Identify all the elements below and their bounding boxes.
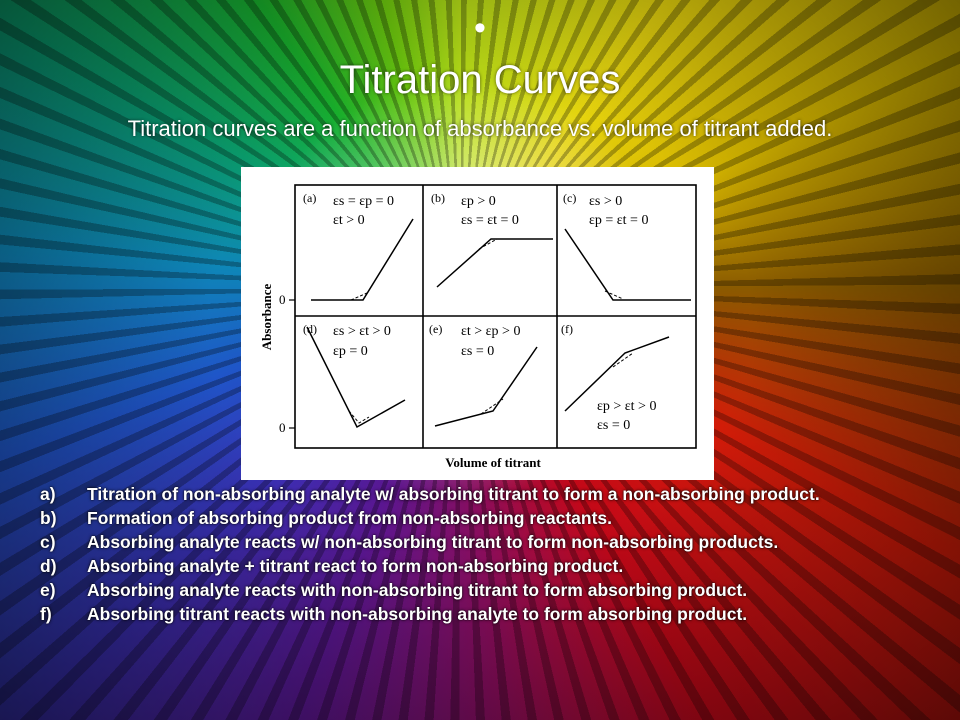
panel-a-curve — [311, 218, 414, 301]
caption-marker: b) — [40, 508, 57, 528]
panel-b-condition-1: εp > 0 — [461, 194, 496, 209]
caption-text: Absorbing analyte + titrant react to for… — [87, 556, 624, 576]
panel-e-curve — [434, 346, 538, 427]
panel-b-endpoint — [478, 238, 498, 250]
caption-marker: f) — [40, 604, 52, 624]
caption-marker: c) — [40, 532, 56, 552]
panel-e: (e) εt > εp > 0 εs = 0 — [429, 322, 538, 427]
y-axis-label: Absorbance — [259, 284, 274, 351]
panel-c-condition-2: εp = εt = 0 — [589, 213, 648, 228]
panel-b-tag: (b) — [431, 191, 445, 205]
caption-marker: d) — [40, 556, 57, 576]
panel-e-condition-2: εs = 0 — [461, 344, 494, 359]
panel-c-curve — [564, 228, 691, 301]
caption-text: Absorbing analyte reacts with non-absorb… — [87, 580, 748, 600]
panel-f-endpoint — [612, 352, 634, 368]
panel-f-curve — [564, 336, 670, 412]
panel-c-tag: (c) — [563, 191, 576, 205]
panel-a-endpoint — [350, 292, 368, 301]
titration-curves-diagram: Absorbance Volume of titrant 0 0 (a) εs … — [259, 184, 697, 470]
zero-label-bottom: 0 — [279, 420, 286, 435]
panel-f: (f) εp > εt > 0 εs = 0 — [561, 322, 670, 433]
caption-text: Absorbing titrant reacts with non-absorb… — [87, 604, 748, 624]
panel-a-condition-1: εs = εp = 0 — [333, 194, 394, 209]
caption-item: f) Absorbing titrant reacts with non-abso… — [40, 602, 940, 626]
x-axis-label: Volume of titrant — [445, 455, 541, 470]
caption-item: c) Absorbing analyte reacts w/ non-absorb… — [40, 530, 940, 554]
caption-marker: a) — [40, 484, 56, 504]
caption-item: d) Absorbing analyte + titrant react to f… — [40, 554, 940, 578]
caption-item: e) Absorbing analyte reacts with non-abso… — [40, 578, 940, 602]
slide-subtitle: Titration curves are a function of absor… — [127, 116, 833, 141]
panel-c-condition-1: εs > 0 — [589, 194, 622, 209]
panel-d-tag: (d) — [303, 322, 317, 336]
panel-c: (c) εs > 0 εp = εt = 0 — [563, 191, 691, 301]
title-bullet: • — [474, 9, 486, 47]
caption-item: a) Titration of non-absorbing analyte w/ … — [40, 482, 940, 506]
caption-text: Absorbing analyte reacts w/ non-absorbin… — [87, 532, 779, 552]
slide-title: Titration Curves — [339, 58, 621, 102]
panel-b-curve — [436, 238, 553, 288]
panel-b: (b) εp > 0 εs = εt = 0 — [431, 191, 553, 288]
panel-d: (d) εs > εt > 0 εp = 0 — [303, 322, 406, 429]
titration-curves-figure: Absorbance Volume of titrant 0 0 (a) εs … — [241, 167, 714, 480]
panel-e-condition-1: εt > εp > 0 — [461, 324, 520, 339]
panel-d-endpoint — [348, 410, 370, 424]
panel-e-endpoint — [480, 398, 504, 415]
panel-f-tag: (f) — [561, 322, 573, 336]
caption-text: Formation of absorbing product from non-… — [87, 508, 613, 528]
panel-d-condition-1: εs > εt > 0 — [333, 324, 391, 339]
panel-d-condition-2: εp = 0 — [333, 344, 368, 359]
panel-f-condition-2: εs = 0 — [597, 418, 630, 433]
panel-a: (a) εs = εp = 0 εt > 0 — [303, 191, 414, 301]
panel-e-tag: (e) — [429, 322, 442, 336]
caption-text: Titration of non-absorbing analyte w/ ab… — [87, 484, 820, 504]
caption-list: a) Titration of non-absorbing analyte w/ … — [40, 482, 940, 626]
panel-a-condition-2: εt > 0 — [333, 213, 365, 228]
panel-a-tag: (a) — [303, 191, 316, 205]
zero-label-top: 0 — [279, 292, 286, 307]
caption-item: b) Formation of absorbing product from no… — [40, 506, 940, 530]
panel-f-condition-1: εp > εt > 0 — [597, 399, 656, 414]
caption-marker: e) — [40, 580, 56, 600]
panel-c-endpoint — [604, 290, 624, 300]
panel-b-condition-2: εs = εt = 0 — [461, 213, 519, 228]
panel-d-curve — [306, 326, 406, 429]
